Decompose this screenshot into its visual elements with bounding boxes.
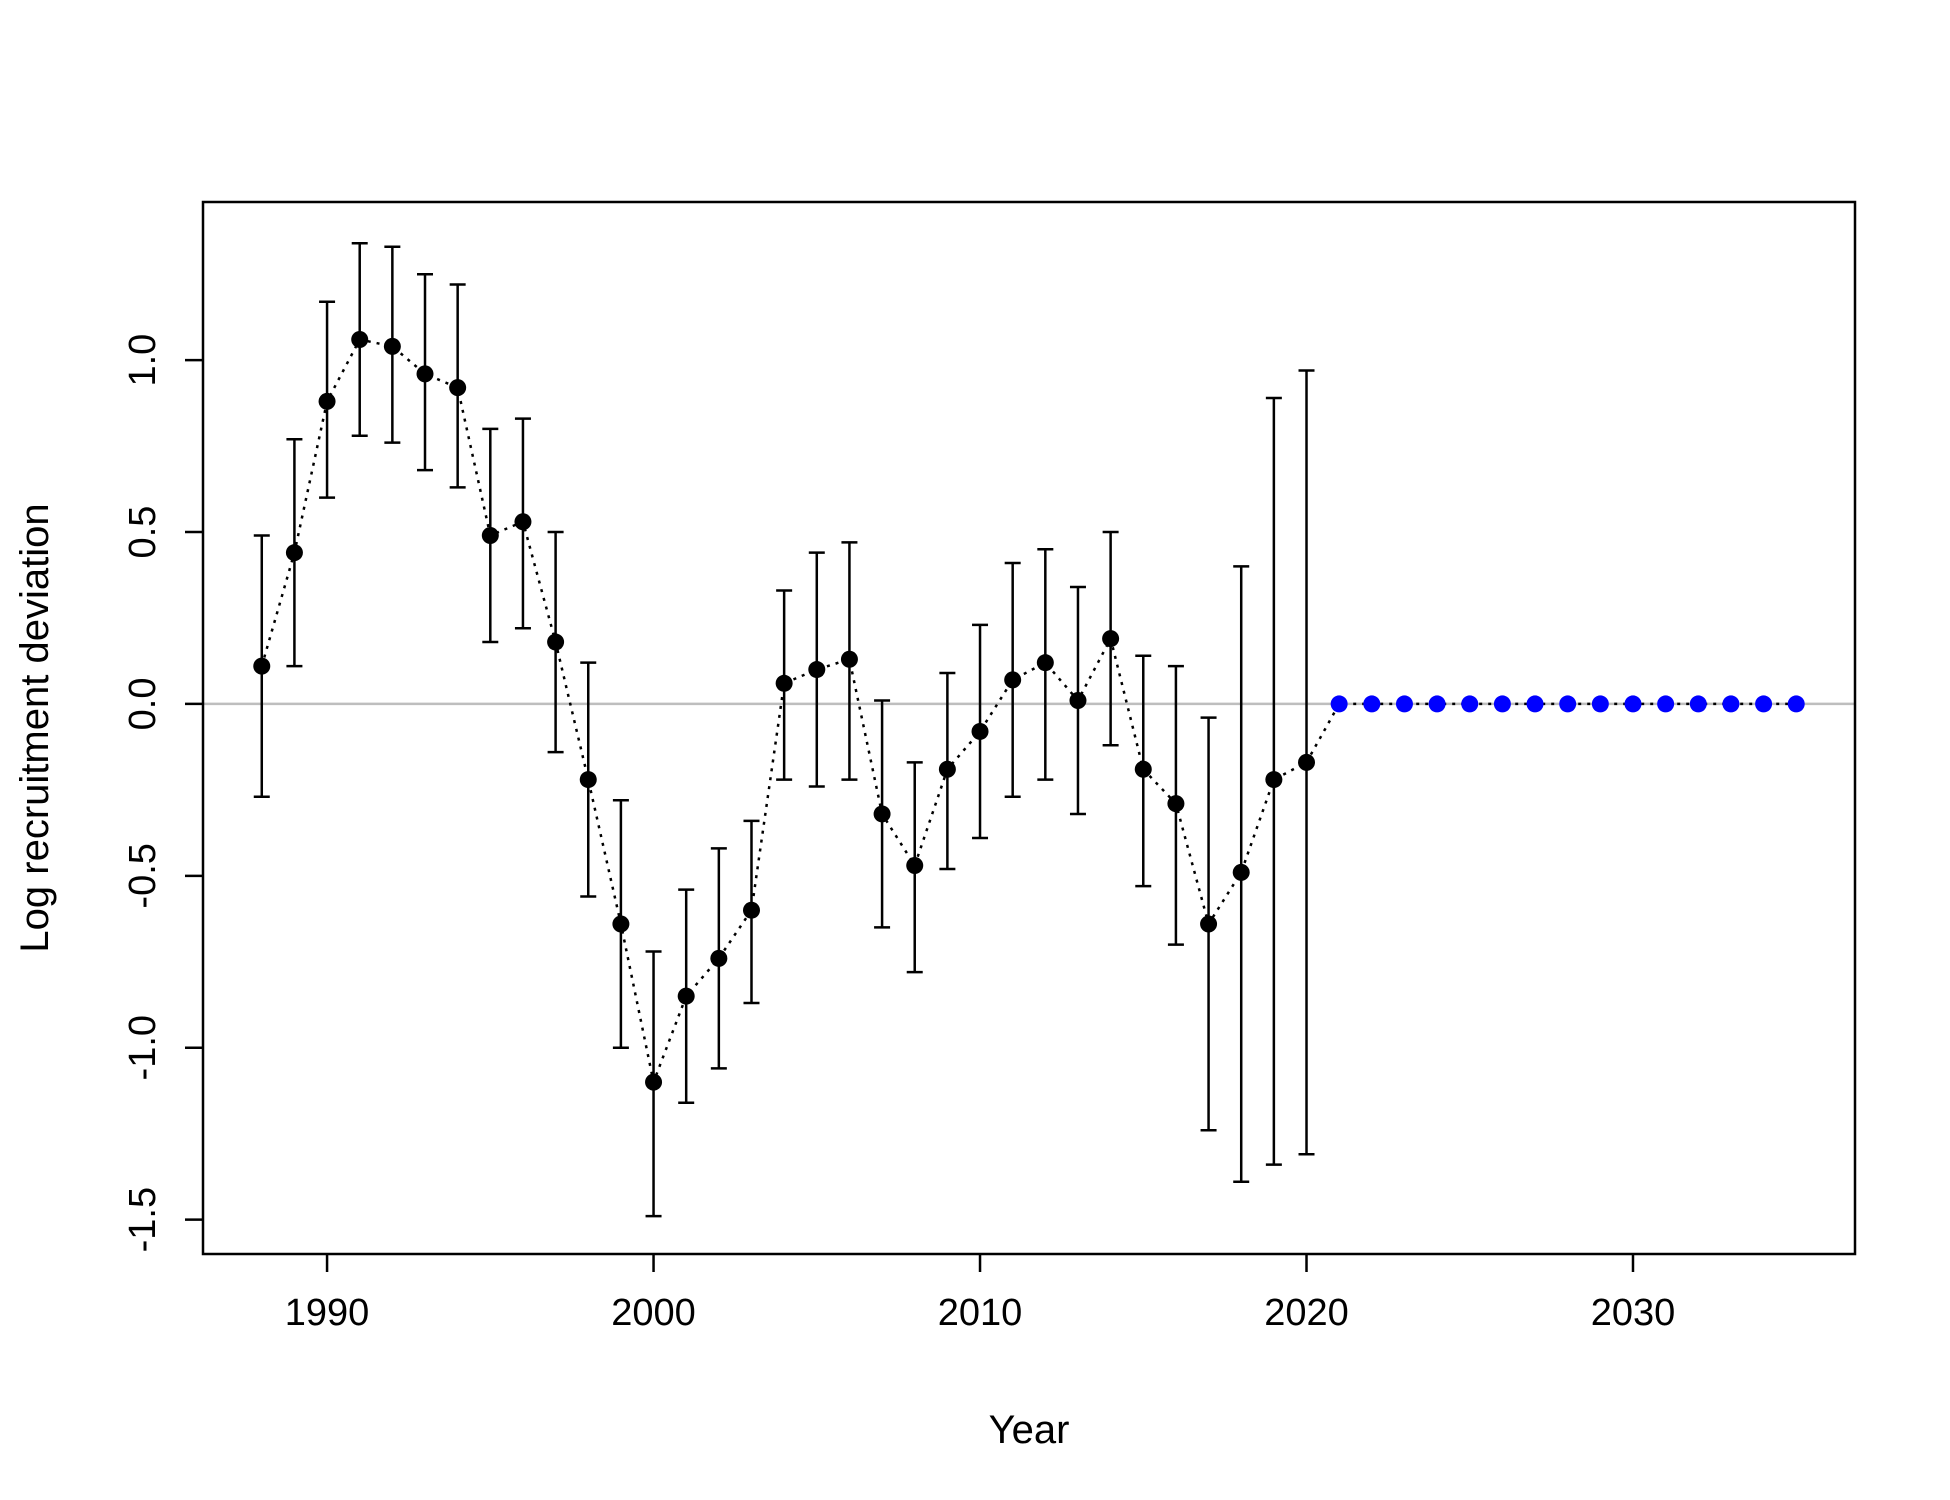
- estimated-point: [742, 901, 760, 919]
- projected-point: [1755, 695, 1773, 713]
- y-tick-label: -0.5: [122, 843, 164, 908]
- estimated-point: [1102, 630, 1120, 648]
- estimated-point: [416, 365, 434, 383]
- estimated-point: [253, 657, 271, 675]
- projected-point: [1787, 695, 1805, 713]
- projected-point: [1428, 695, 1446, 713]
- x-tick-label: 2000: [611, 1292, 696, 1334]
- estimated-point: [579, 771, 597, 789]
- estimated-point: [840, 650, 858, 668]
- estimated-point: [449, 379, 467, 397]
- projected-point: [1363, 695, 1381, 713]
- x-tick-label: 2020: [1264, 1292, 1349, 1334]
- y-tick-label: -1.0: [122, 1015, 164, 1080]
- estimated-point: [351, 331, 369, 349]
- estimated-point: [514, 513, 532, 531]
- estimated-point: [938, 760, 956, 778]
- x-axis-title: Year: [989, 1408, 1070, 1452]
- projected-point: [1395, 695, 1413, 713]
- estimated-point: [481, 526, 499, 544]
- y-tick-label: -1.5: [122, 1187, 164, 1252]
- estimated-point: [318, 392, 336, 410]
- estimated-point: [1298, 753, 1316, 771]
- x-axis: 1990 2000 2010 2020 2030: [285, 1254, 1675, 1334]
- estimated-point: [808, 661, 826, 679]
- y-tick-label: 0.5: [122, 506, 164, 559]
- y-tick-label: 1.0: [122, 334, 164, 387]
- plot-frame: [201, 200, 1857, 1256]
- estimated-point: [775, 674, 793, 692]
- projected-point: [1722, 695, 1740, 713]
- data-point-layer: [253, 331, 1805, 1091]
- x-tick-label: 2010: [938, 1292, 1023, 1334]
- projection-connector-line: [1305, 702, 1797, 763]
- estimated-point: [906, 857, 924, 875]
- estimated-point: [1134, 760, 1152, 778]
- estimated-point: [1069, 691, 1087, 709]
- estimated-point: [645, 1073, 663, 1091]
- estimated-point: [383, 337, 401, 355]
- estimated-point: [612, 915, 630, 933]
- x-tick-label: 1990: [285, 1292, 370, 1334]
- projected-point: [1689, 695, 1707, 713]
- estimated-point: [873, 805, 891, 823]
- estimated-point: [1232, 863, 1250, 881]
- projected-point: [1461, 695, 1479, 713]
- projected-point: [1493, 695, 1511, 713]
- estimated-point: [1036, 654, 1054, 672]
- connector-line-layer: [260, 338, 1797, 1087]
- projected-point: [1330, 695, 1348, 713]
- projected-point: [1591, 695, 1609, 713]
- projected-point: [1526, 695, 1544, 713]
- estimated-point: [1265, 771, 1283, 789]
- estimated-point: [285, 544, 303, 562]
- estimated-point: [710, 949, 728, 967]
- x-tick-label: 2030: [1591, 1292, 1676, 1334]
- projected-point: [1624, 695, 1642, 713]
- y-axis: -1.5 -1.0 -0.5 0.0 0.5 1.0: [122, 334, 203, 1252]
- y-tick-label: 0.0: [122, 678, 164, 731]
- y-axis-title: Log recruitment deviation: [13, 503, 57, 952]
- estimated-point: [1200, 915, 1218, 933]
- estimated-point: [547, 633, 565, 651]
- projected-point: [1559, 695, 1577, 713]
- estimated-point: [1167, 795, 1185, 813]
- estimated-point: [1004, 671, 1022, 689]
- projected-point: [1657, 695, 1675, 713]
- estimated-point: [971, 722, 989, 740]
- estimated-point: [677, 987, 695, 1005]
